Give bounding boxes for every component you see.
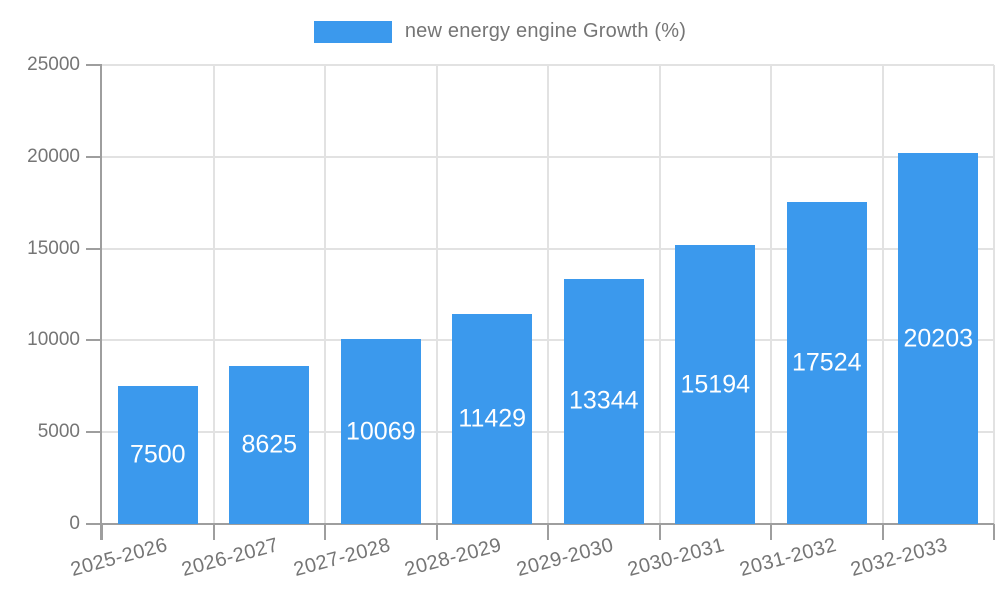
legend-label: new energy engine Growth (%): [404, 20, 687, 42]
x-axis-tick: [212, 524, 215, 540]
x-axis-label: 2027-2028: [290, 534, 393, 581]
x-axis-label: 2028-2029: [402, 534, 504, 581]
gridline-vertical: [212, 65, 215, 524]
gridline-vertical: [881, 65, 884, 524]
x-axis-tick: [547, 524, 549, 540]
x-axis-label: 2026-2027: [179, 534, 281, 581]
bar-2026-2027[interactable]: 8625: [229, 365, 310, 524]
bar-value-label: 20203: [903, 324, 974, 353]
y-axis-tick: [86, 247, 102, 250]
x-axis-tick: [324, 524, 326, 540]
gridline-vertical: [547, 65, 549, 524]
y-axis-tick: [86, 64, 102, 66]
y-axis-line: [100, 65, 102, 540]
bar-value-label: 13344: [568, 386, 639, 415]
gridline-vertical: [658, 65, 661, 524]
y-axis-label: 10000: [27, 329, 80, 351]
bar-value-label: 10069: [345, 417, 416, 446]
x-axis-tick: [770, 524, 772, 540]
x-axis-label: 2031-2032: [736, 534, 839, 581]
bar-value-label: 17524: [791, 348, 862, 377]
bar-2029-2030[interactable]: 13344: [563, 279, 644, 524]
x-axis-label: 2032-2033: [848, 534, 950, 581]
x-axis-tick: [101, 524, 103, 540]
y-axis-label: 20000: [27, 145, 80, 167]
bar-value-label: 15194: [680, 370, 751, 398]
y-axis-tick: [86, 431, 102, 434]
y-axis-label: 25000: [27, 54, 80, 75]
x-axis-label: 2029-2030: [513, 534, 616, 581]
gridline-vertical: [993, 65, 995, 524]
y-axis-label: 0: [69, 513, 80, 534]
bar-2030-2031[interactable]: 15194: [675, 245, 756, 524]
gridline-vertical: [435, 65, 438, 524]
y-axis-tick: [86, 155, 102, 158]
x-axis-tick: [658, 524, 661, 540]
bar-2027-2028[interactable]: 10069: [340, 339, 421, 524]
x-axis-tick: [435, 524, 438, 540]
x-axis-label: 2025-2026: [67, 534, 170, 581]
bar-value-label: 7500: [129, 440, 186, 469]
x-axis-line: [86, 523, 994, 525]
bar-2031-2032[interactable]: 17524: [786, 202, 867, 524]
bar-value-label: 8625: [241, 430, 298, 459]
y-axis-label: 5000: [37, 421, 80, 443]
gridline-vertical: [324, 65, 326, 524]
x-axis-tick: [993, 524, 995, 540]
bar-2032-2033[interactable]: 20203: [898, 153, 979, 524]
bar-2028-2029[interactable]: 11429: [452, 314, 533, 524]
chart-legend[interactable]: new energy engine Growth (%): [0, 20, 1000, 43]
bar-2025-2026[interactable]: 7500: [117, 386, 198, 524]
gridline-vertical: [770, 65, 772, 524]
bar-value-label: 11429: [458, 404, 527, 433]
y-axis-tick: [86, 339, 102, 342]
x-axis-tick: [881, 524, 884, 540]
legend-swatch-icon: [313, 20, 392, 43]
y-axis-label: 15000: [27, 237, 80, 259]
x-axis-label: 2030-2031: [625, 534, 727, 581]
